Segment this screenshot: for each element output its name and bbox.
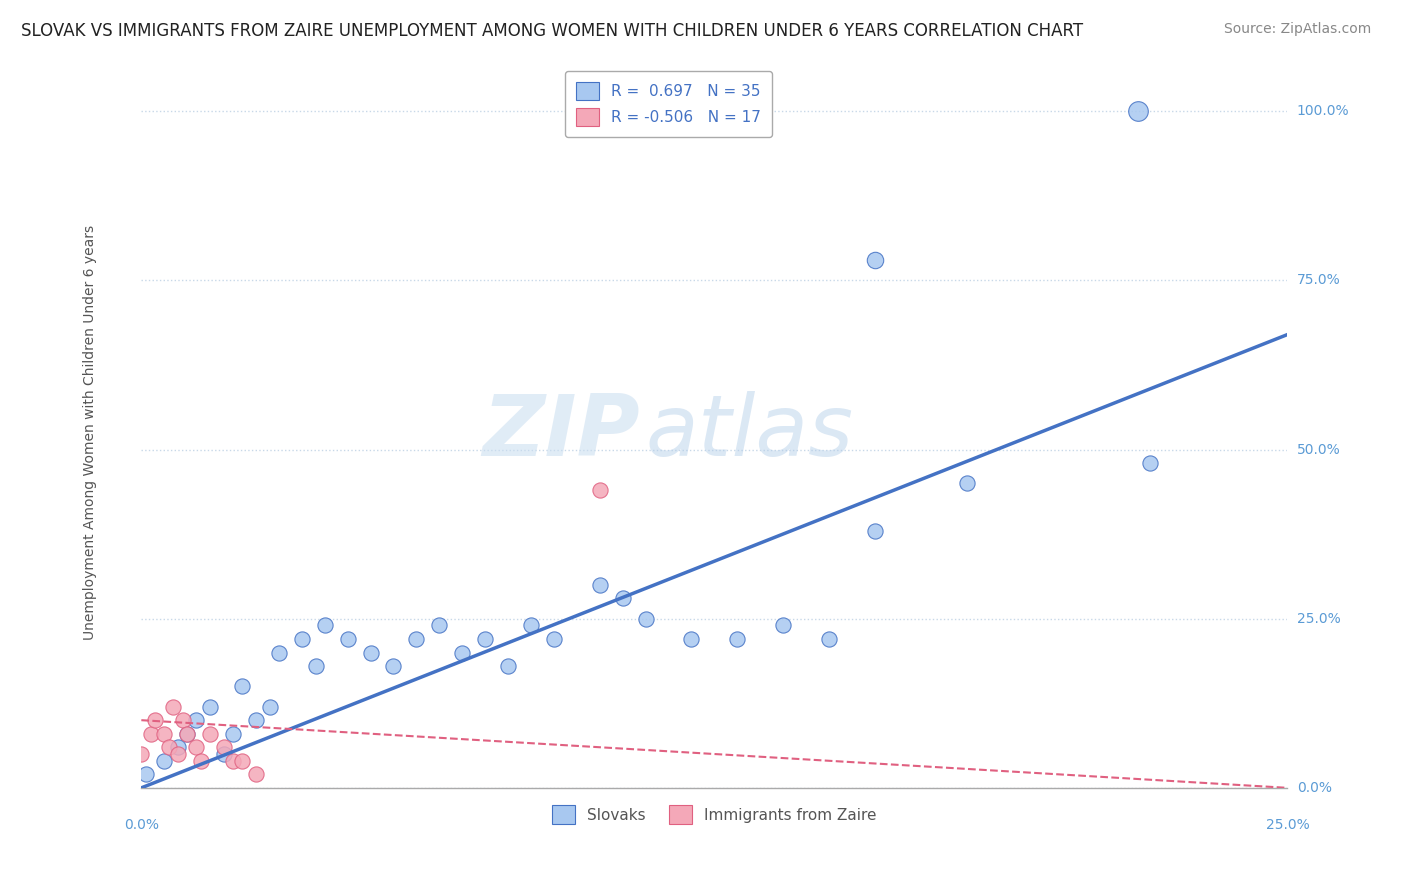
Point — [198, 727, 221, 741]
Point — [543, 632, 565, 646]
Point — [863, 253, 886, 268]
Point — [405, 632, 427, 646]
Point — [681, 632, 703, 646]
Point — [190, 754, 212, 768]
Point — [589, 483, 612, 497]
Point — [589, 578, 612, 592]
Text: 0.0%: 0.0% — [124, 818, 159, 832]
Point — [863, 524, 886, 538]
Point — [167, 740, 190, 755]
Point — [153, 727, 176, 741]
Point — [186, 740, 208, 755]
Point — [198, 699, 221, 714]
Point — [131, 747, 153, 761]
Point — [245, 713, 267, 727]
Text: Unemployment Among Women with Children Under 6 years: Unemployment Among Women with Children U… — [83, 225, 97, 640]
Point — [1128, 104, 1150, 119]
Point — [186, 713, 208, 727]
Point — [304, 659, 326, 673]
Point — [336, 632, 359, 646]
Point — [135, 767, 157, 781]
Point — [520, 618, 543, 632]
Point — [818, 632, 841, 646]
Point — [474, 632, 496, 646]
Point — [143, 713, 166, 727]
Text: 25.0%: 25.0% — [1265, 818, 1309, 832]
Text: 100.0%: 100.0% — [1296, 104, 1350, 119]
Point — [157, 740, 180, 755]
Text: 50.0%: 50.0% — [1296, 442, 1340, 457]
Point — [231, 754, 253, 768]
Point — [212, 740, 235, 755]
Text: 25.0%: 25.0% — [1296, 612, 1340, 625]
Text: Source: ZipAtlas.com: Source: ZipAtlas.com — [1223, 22, 1371, 37]
Point — [955, 476, 977, 491]
Point — [222, 727, 245, 741]
Point — [139, 727, 162, 741]
Point — [231, 679, 253, 693]
Point — [259, 699, 281, 714]
Point — [427, 618, 450, 632]
Point — [772, 618, 794, 632]
Point — [360, 646, 382, 660]
Point — [291, 632, 314, 646]
Legend: Slovaks, Immigrants from Zaire: Slovaks, Immigrants from Zaire — [546, 799, 883, 830]
Point — [212, 747, 235, 761]
Text: 0.0%: 0.0% — [1296, 780, 1331, 795]
Point — [496, 659, 519, 673]
Point — [176, 727, 198, 741]
Text: 75.0%: 75.0% — [1296, 274, 1340, 287]
Point — [612, 591, 634, 606]
Point — [172, 713, 194, 727]
Text: ZIP: ZIP — [482, 392, 640, 475]
Point — [725, 632, 748, 646]
Point — [222, 754, 245, 768]
Point — [382, 659, 405, 673]
Point — [267, 646, 290, 660]
Point — [314, 618, 336, 632]
Point — [162, 699, 184, 714]
Text: atlas: atlas — [645, 392, 853, 475]
Point — [451, 646, 474, 660]
Point — [634, 612, 657, 626]
Point — [176, 727, 198, 741]
Text: SLOVAK VS IMMIGRANTS FROM ZAIRE UNEMPLOYMENT AMONG WOMEN WITH CHILDREN UNDER 6 Y: SLOVAK VS IMMIGRANTS FROM ZAIRE UNEMPLOY… — [21, 22, 1083, 40]
Point — [245, 767, 267, 781]
Point — [167, 747, 190, 761]
Point — [1139, 456, 1161, 470]
Point — [153, 754, 176, 768]
